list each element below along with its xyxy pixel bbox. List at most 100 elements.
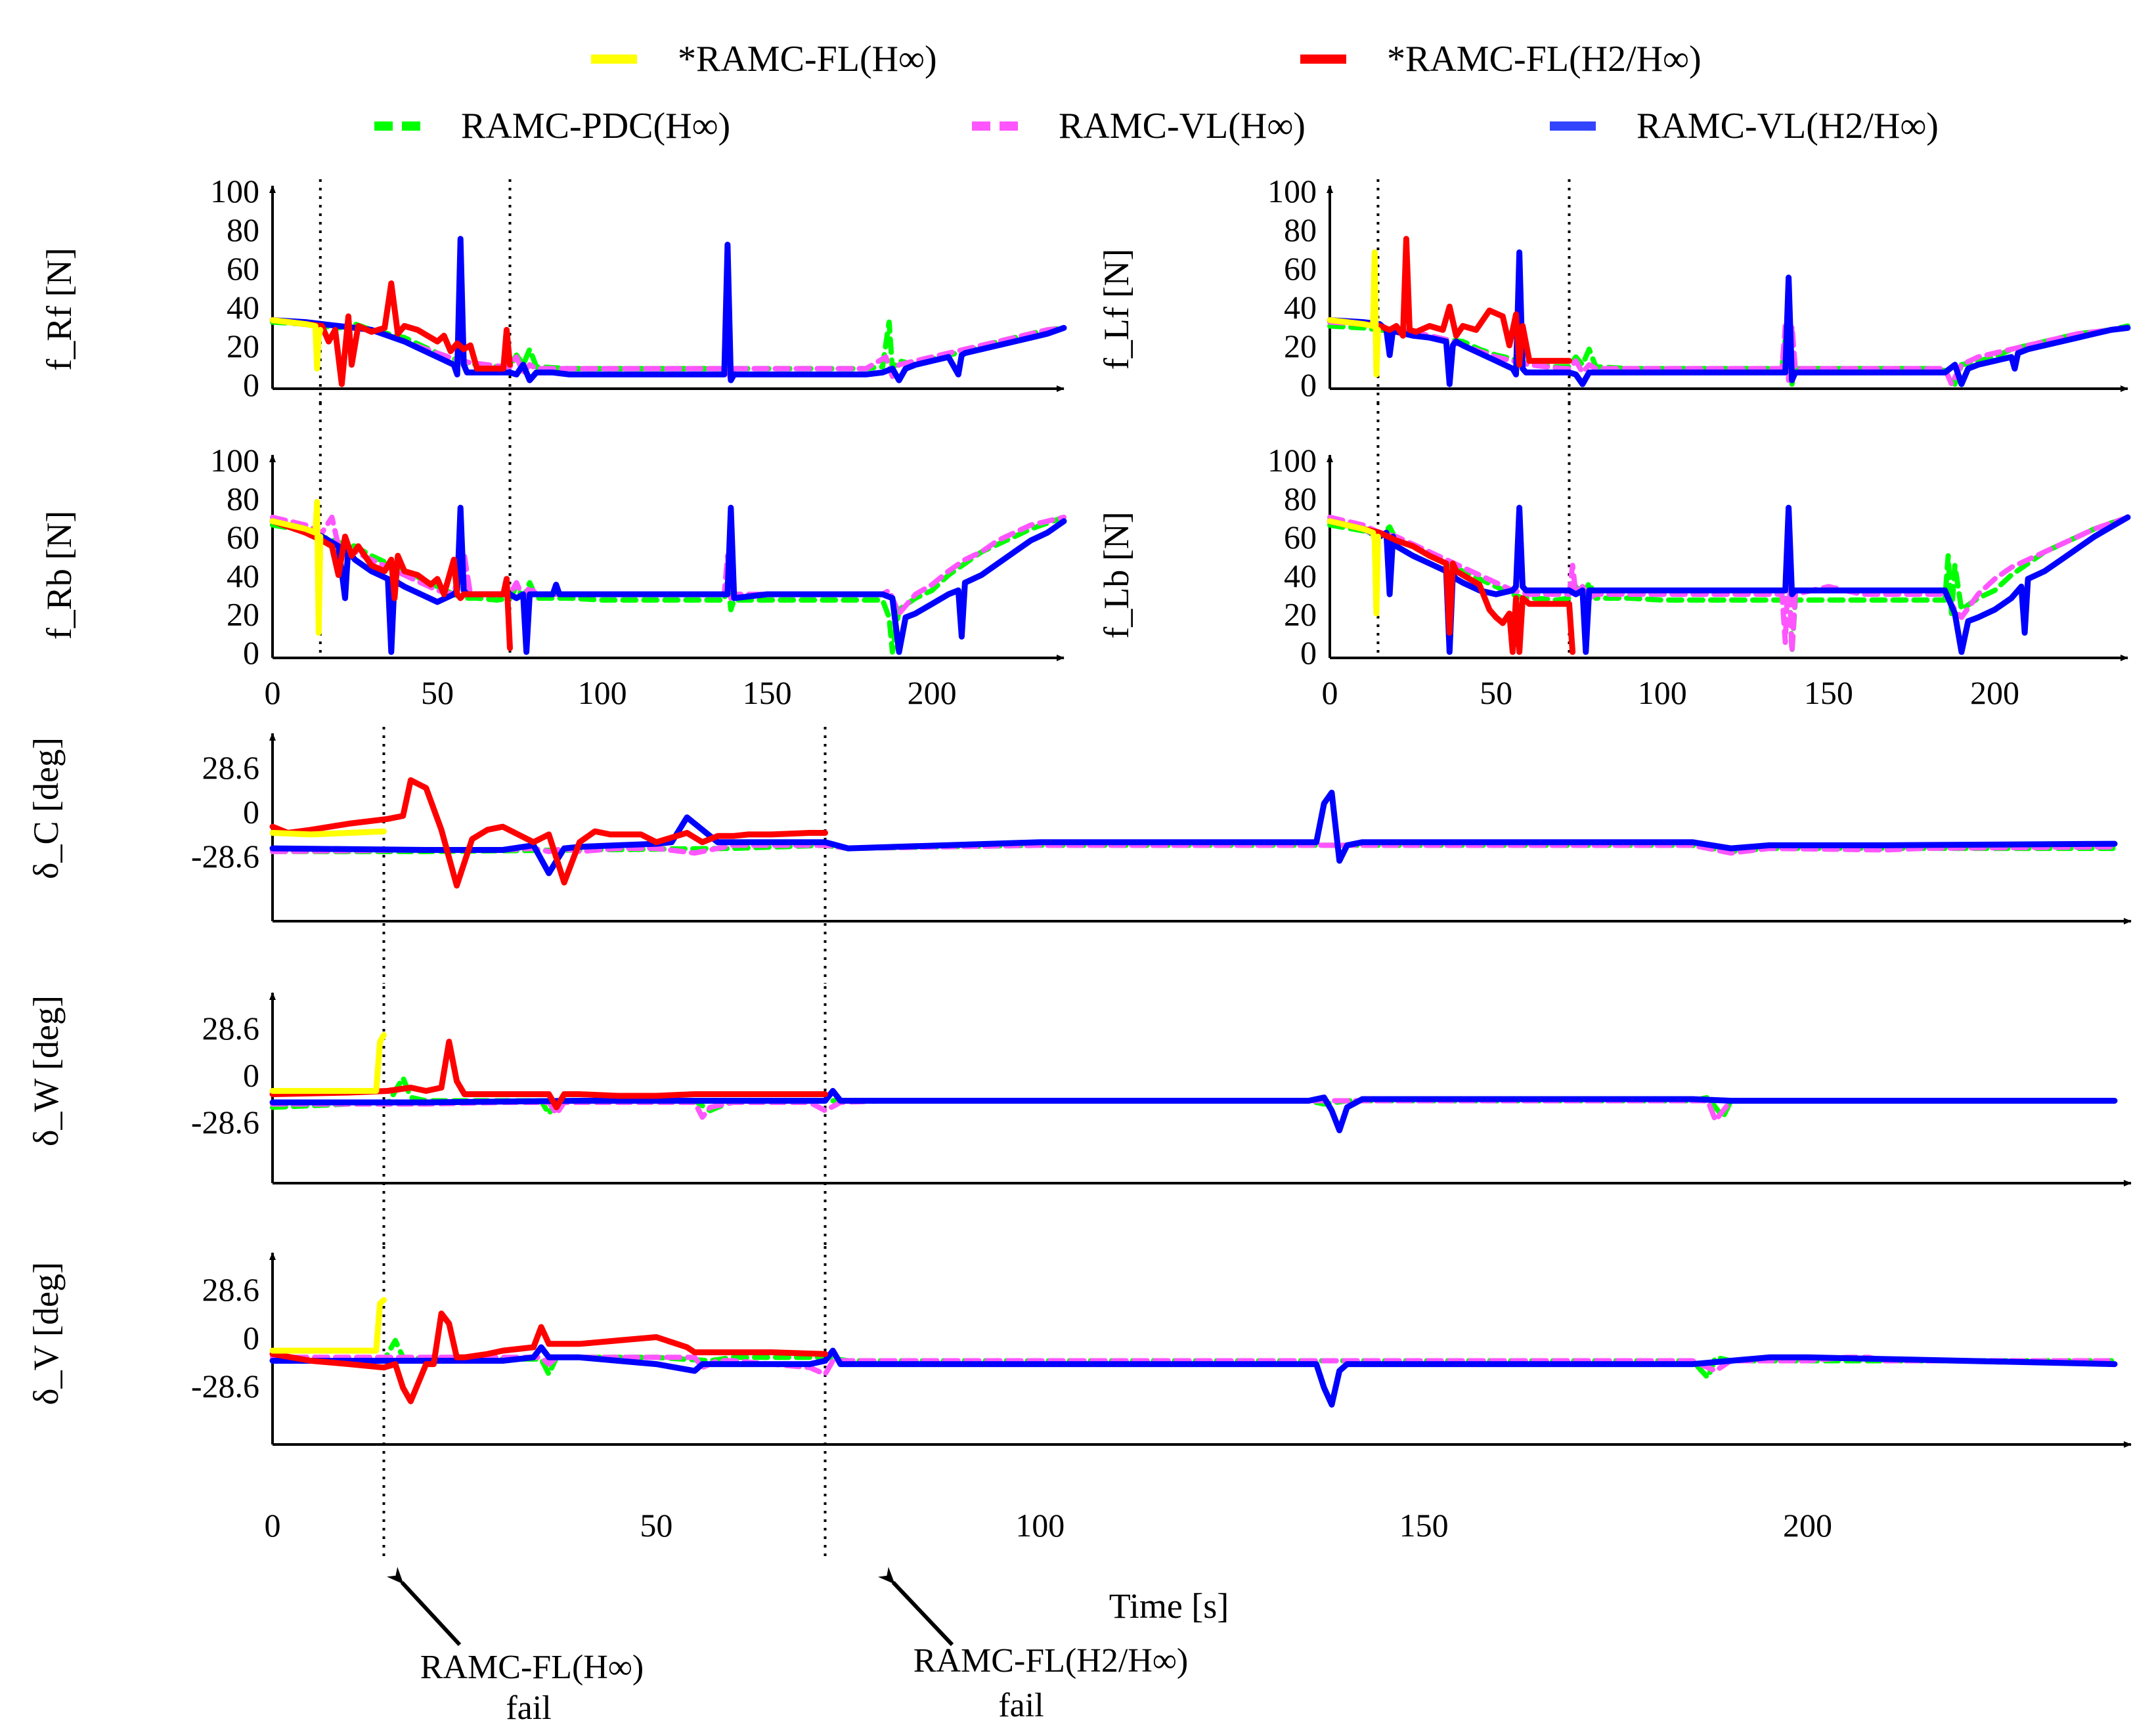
xtick-dV-3: 150 <box>1399 1507 1449 1544</box>
ytick-fRb-5: 0 <box>243 634 259 671</box>
series-fRf-4 <box>269 236 1067 383</box>
ytick-dC-0: 28.6 <box>202 749 260 786</box>
ytick-fLb-4: 20 <box>1284 596 1317 632</box>
series-fLb-3 <box>1327 514 2130 655</box>
ytick-fLb-5: 0 <box>1300 634 1317 671</box>
ytick-dV-1: 0 <box>243 1320 259 1356</box>
xtick-fRb-4: 200 <box>908 674 957 711</box>
ytick-fRb-0: 100 <box>210 442 259 479</box>
panel-dV: 28.6 0 -28.6 0 50 100 150 200 <box>191 1246 2132 1559</box>
ytick-fLf-2: 60 <box>1284 250 1317 287</box>
xtick-dV-4: 200 <box>1783 1507 1832 1544</box>
xtick-dV-2: 100 <box>1015 1507 1065 1544</box>
ylabel-fLf: f_Lf [N] <box>1097 248 1136 370</box>
series-fRf-2 <box>270 319 1066 372</box>
ytick-fLb-3: 40 <box>1284 557 1317 594</box>
ytick-fRb-3: 40 <box>227 557 259 594</box>
series-fRb-1 <box>269 518 513 651</box>
ytick-fLf-3: 40 <box>1284 289 1317 326</box>
panel-dC: 28.6 0 -28.6 <box>191 727 2132 984</box>
series-fLb-1 <box>1327 518 1576 655</box>
series-fLf-0 <box>1327 249 1381 378</box>
series-fLf-1 <box>1327 236 1572 368</box>
ytick-fRb-2: 60 <box>227 519 259 555</box>
series-dC-1 <box>269 777 828 889</box>
legend-label-pdc-hinf: RAMC-PDC(H∞) <box>461 106 731 146</box>
ytick-dW-0: 28.6 <box>202 1010 260 1047</box>
ytick-dC-1: 0 <box>243 794 259 831</box>
legend-item-pdc-hinf: RAMC-PDC(H∞) <box>374 105 730 147</box>
xlabel-time: Time [s] <box>1109 1586 1229 1626</box>
ytick-fLf-0: 100 <box>1267 173 1317 209</box>
series-fLf-4 <box>1327 249 2131 387</box>
ytick-fRf-1: 80 <box>227 211 259 248</box>
ylabel-fRf: f_Rf [N] <box>39 248 79 371</box>
series-dC-3 <box>270 842 2117 856</box>
xtick-fLb-0: 0 <box>1322 674 1338 711</box>
xtick-fLb-2: 100 <box>1638 674 1687 711</box>
legend-swatch-vl-hinf <box>972 121 1018 131</box>
ytick-dW-2: -28.6 <box>191 1104 259 1140</box>
legend-item-fl-hinf: *RAMC-FL(H∞) <box>591 38 937 80</box>
series-fRf-0 <box>269 317 324 372</box>
xtick-fRb-2: 100 <box>578 674 627 711</box>
xtick-fLb-4: 200 <box>1970 674 2019 711</box>
legend-item-vl-h2hinf: RAMC-VL(H2/H∞) <box>1550 105 1939 147</box>
fail1-label-line1: RAMC-FL(H∞) <box>420 1649 644 1686</box>
series-dW-0 <box>269 1032 387 1094</box>
ytick-fLb-1: 80 <box>1284 481 1317 517</box>
legend-label-vl-h2hinf: RAMC-VL(H2/H∞) <box>1637 106 1939 146</box>
series-fRb-0 <box>269 499 324 636</box>
fail2-arrow <box>877 1567 954 1647</box>
ytick-fLb-2: 60 <box>1284 519 1317 555</box>
ytick-fLf-1: 80 <box>1284 211 1317 248</box>
fail2-label-line1: RAMC-FL(H2/H∞) <box>913 1642 1189 1680</box>
series-fRb-4 <box>269 504 1067 655</box>
fail1-arrow <box>386 1567 462 1647</box>
xtick-fLb-1: 50 <box>1480 674 1512 711</box>
legend-swatch-vl-h2hinf <box>1550 121 1596 131</box>
xtick-dV-0: 0 <box>265 1507 281 1544</box>
ytick-fLf-5: 0 <box>1300 366 1317 403</box>
ylabel-dV: δ_V [deg] <box>26 1262 66 1405</box>
xtick-fRb-1: 50 <box>421 674 454 711</box>
ytick-fRf-3: 40 <box>227 289 259 326</box>
ytick-fRf-5: 0 <box>243 366 259 403</box>
ytick-dV-0: 28.6 <box>202 1271 260 1308</box>
fail1-label-line2: fail <box>506 1689 552 1727</box>
ytick-fRb-1: 80 <box>227 481 259 517</box>
legend-swatch-pdc-hinf <box>374 121 420 131</box>
ytick-fRf-0: 100 <box>210 173 259 209</box>
xtick-fRb-0: 0 <box>265 674 281 711</box>
ytick-fLb-0: 100 <box>1267 442 1317 479</box>
ytick-fRb-4: 20 <box>227 596 259 632</box>
series-dV-3 <box>270 1355 2117 1377</box>
legend-label-fl-h2hinf: *RAMC-FL(H2/H∞) <box>1387 39 1702 79</box>
series-dV-4 <box>269 1344 2118 1408</box>
series-dV-0 <box>269 1297 387 1354</box>
ylabel-fRb: f_Rb [N] <box>39 510 79 640</box>
series-fRf-1 <box>269 280 513 387</box>
legend-label-fl-hinf: *RAMC-FL(H∞) <box>678 39 937 79</box>
ytick-fRf-4: 20 <box>227 328 259 364</box>
legend-swatch-fl-hinf <box>591 54 637 64</box>
ylabel-fLb: f_Lb [N] <box>1097 511 1136 639</box>
series-dC-4 <box>269 789 2118 877</box>
ytick-dC-2: -28.6 <box>191 838 259 875</box>
xtick-fLb-3: 150 <box>1804 674 1853 711</box>
ytick-dV-2: -28.6 <box>191 1368 259 1404</box>
xtick-fRb-3: 150 <box>743 674 792 711</box>
xtick-dV-1: 50 <box>640 1507 672 1544</box>
series-fLb-0 <box>1327 518 1381 617</box>
panel-dW: 28.6 0 -28.6 <box>191 986 2132 1246</box>
ylabel-dW: δ_W [deg] <box>26 995 66 1146</box>
fail2-label-line2: fail <box>998 1687 1044 1724</box>
legend-item-fl-h2hinf: *RAMC-FL(H2/H∞) <box>1300 38 1702 80</box>
legend-swatch-fl-h2hinf <box>1300 54 1346 64</box>
